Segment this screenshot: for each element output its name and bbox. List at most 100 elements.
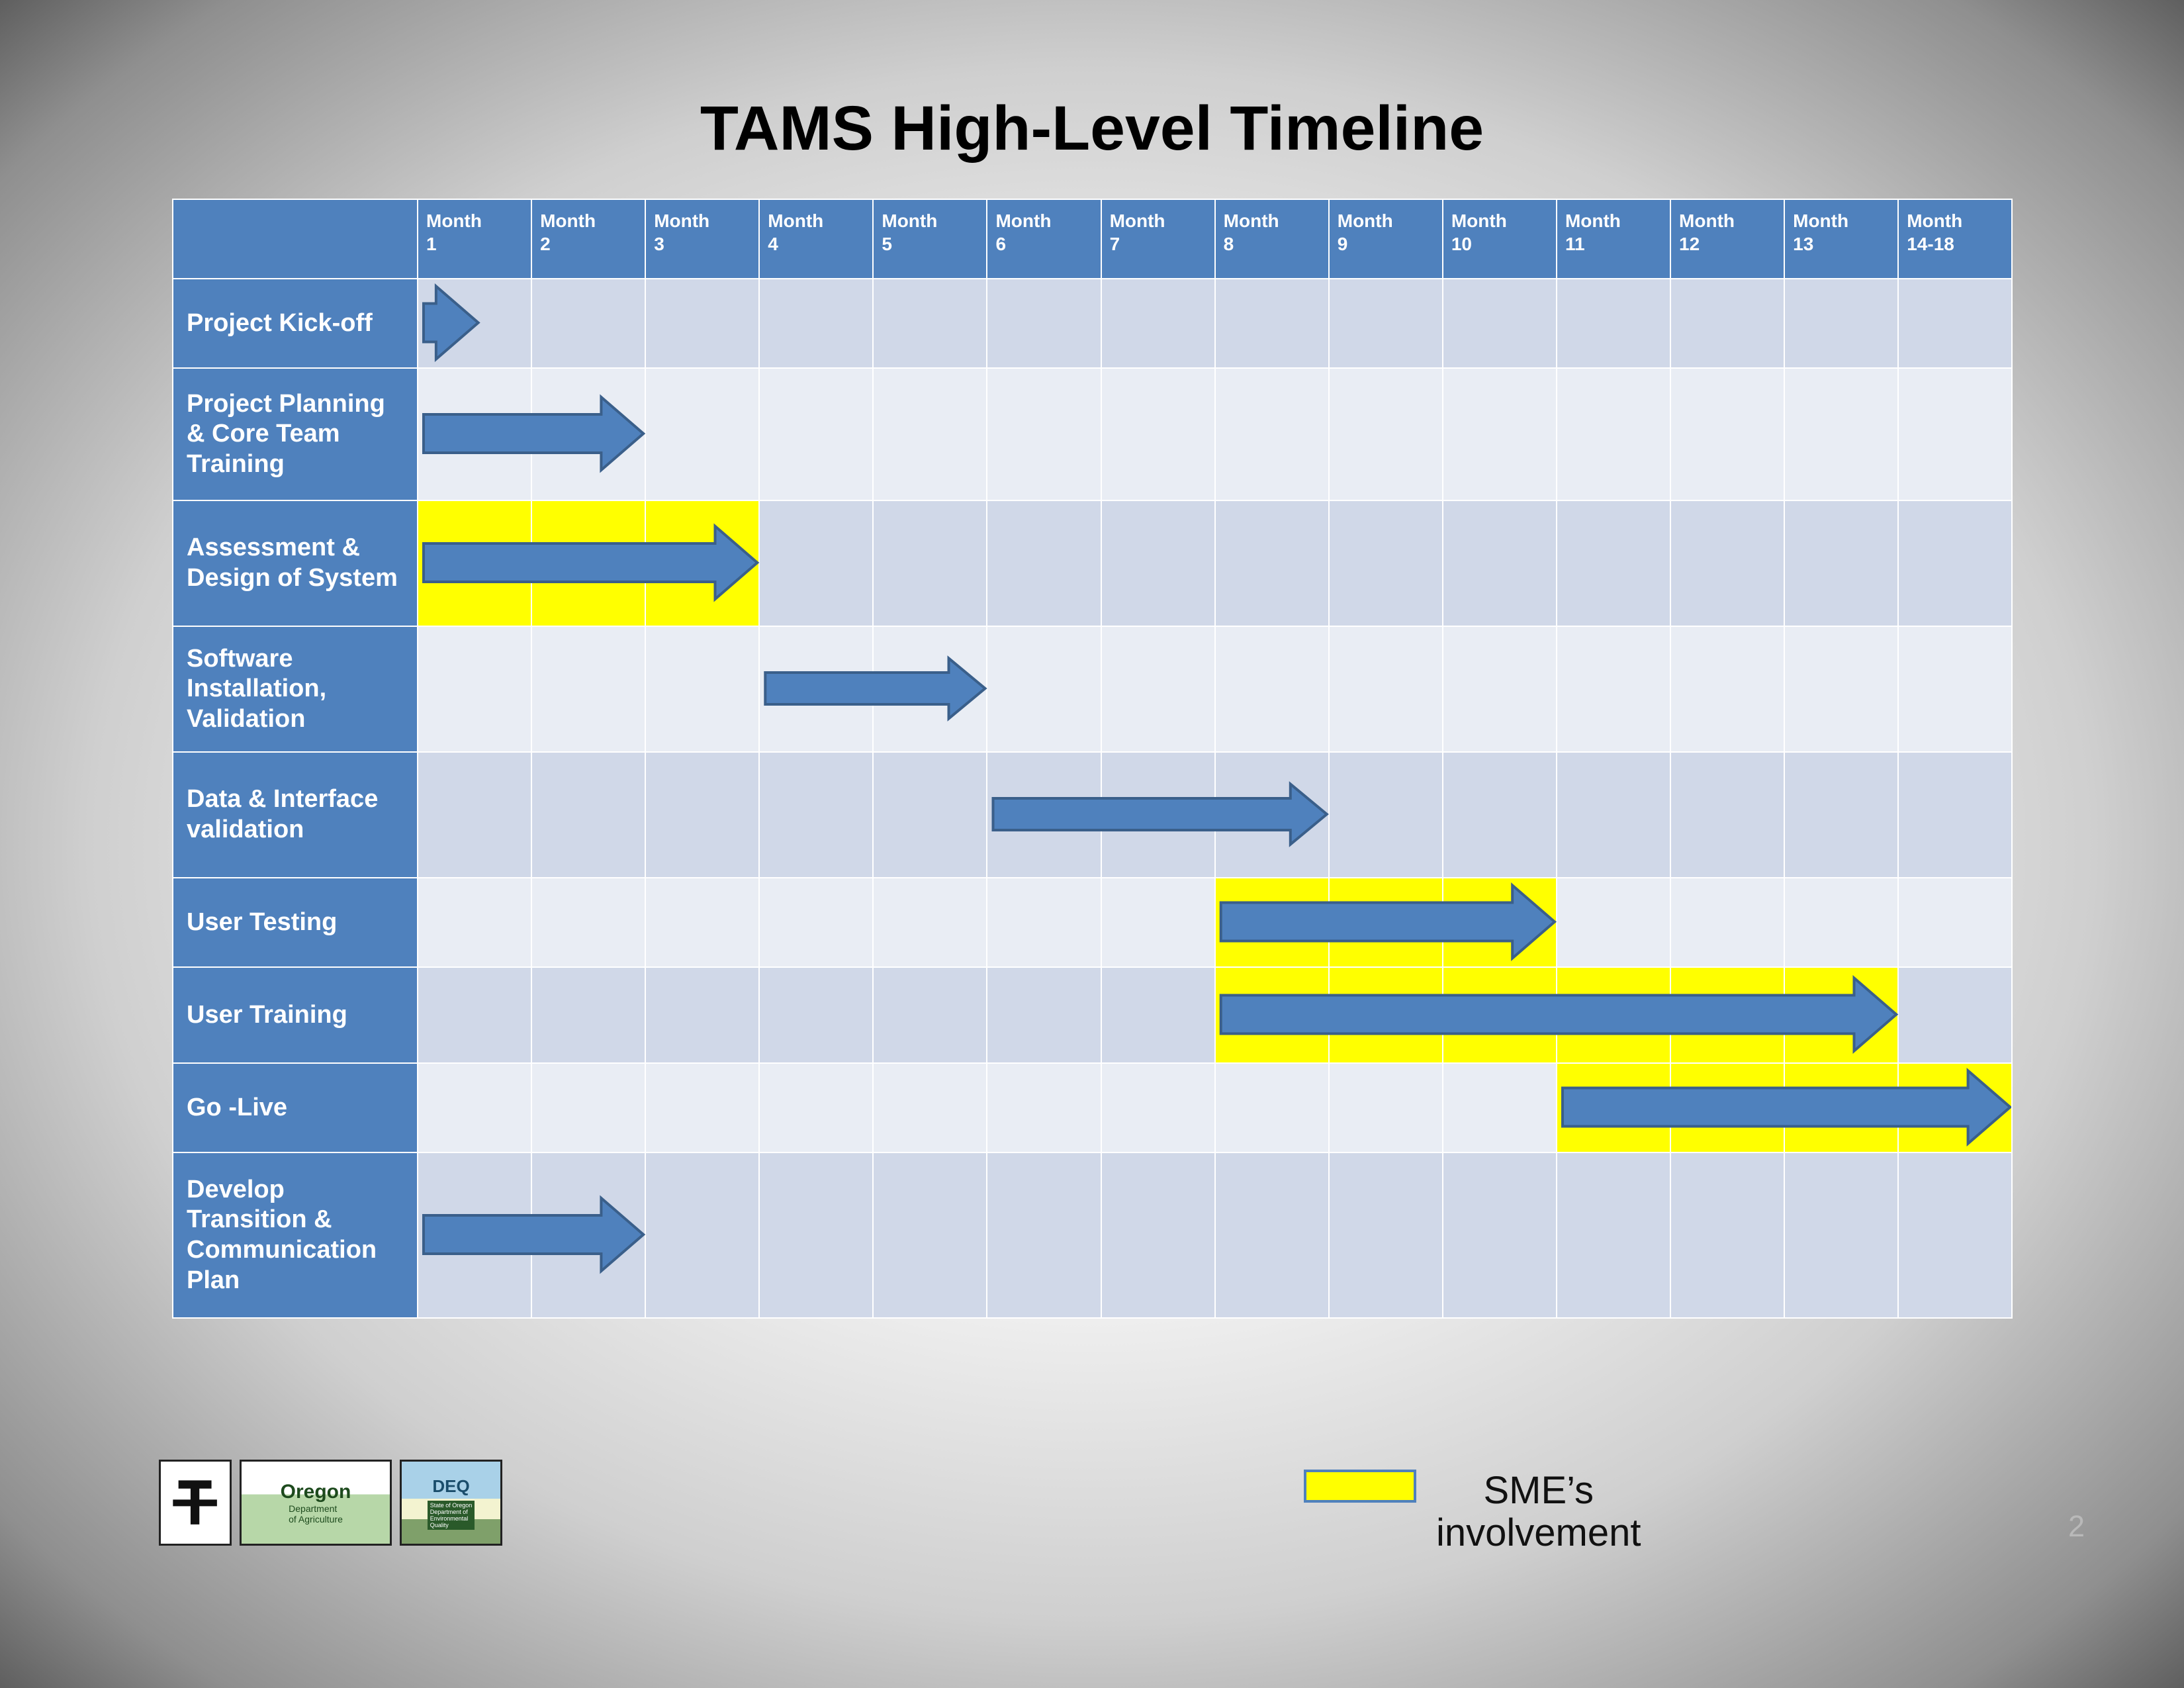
month-header-4: Month4	[759, 199, 873, 279]
cell	[1443, 626, 1557, 752]
cell	[1784, 368, 1898, 500]
cell	[873, 626, 987, 752]
cell	[1443, 1152, 1557, 1318]
cell	[873, 368, 987, 500]
logo-oda: Oregon Departmentof Agriculture	[240, 1460, 392, 1546]
page-number: 2	[2068, 1509, 2085, 1544]
cell	[531, 752, 645, 878]
cell	[1215, 967, 1329, 1063]
cell	[418, 878, 531, 967]
cell	[759, 279, 873, 368]
legend-swatch	[1304, 1470, 1416, 1503]
cell	[1443, 967, 1557, 1063]
cell	[645, 368, 759, 500]
cell	[873, 967, 987, 1063]
cell	[1784, 500, 1898, 626]
cell	[1215, 279, 1329, 368]
cell	[1898, 878, 2012, 967]
cell	[1898, 279, 2012, 368]
cell	[1443, 752, 1557, 878]
cell	[1101, 1152, 1215, 1318]
cell	[645, 1152, 759, 1318]
cell	[531, 967, 645, 1063]
cell	[759, 1152, 873, 1318]
cell	[1329, 368, 1443, 500]
cell	[1557, 626, 1670, 752]
cell	[1329, 967, 1443, 1063]
cell	[1898, 752, 2012, 878]
month-header-2: Month2	[531, 199, 645, 279]
cell	[873, 1063, 987, 1152]
cell	[418, 967, 531, 1063]
cell	[1670, 967, 1784, 1063]
cell	[1329, 1152, 1443, 1318]
cell	[1329, 878, 1443, 967]
cell	[645, 752, 759, 878]
cell	[987, 368, 1101, 500]
row-label: Data & Interface validation	[173, 752, 418, 878]
month-header-9: Month9	[1329, 199, 1443, 279]
month-header-7: Month7	[1101, 199, 1215, 279]
logo-row: Oregon Departmentof Agriculture DEQ Stat…	[159, 1460, 502, 1546]
cell	[987, 1063, 1101, 1152]
cell	[1670, 1152, 1784, 1318]
cell	[418, 368, 531, 500]
cell	[1215, 368, 1329, 500]
cell	[1784, 1152, 1898, 1318]
cell	[759, 368, 873, 500]
cell	[1557, 752, 1670, 878]
cell	[759, 1063, 873, 1152]
row-label: Develop Transition & Communication Plan	[173, 1152, 418, 1318]
slide: TAMS High-Level Timeline Month1Month2Mon…	[0, 0, 2184, 1688]
slide-title: TAMS High-Level Timeline	[0, 93, 2184, 165]
cell	[1784, 878, 1898, 967]
logo-deq: DEQ State of OregonDepartment ofEnvironm…	[400, 1460, 502, 1546]
cell	[1329, 500, 1443, 626]
month-header-8: Month8	[1215, 199, 1329, 279]
legend-text: SME’s involvement	[1436, 1470, 1641, 1554]
cell	[1670, 279, 1784, 368]
cell	[1898, 368, 2012, 500]
cell	[1215, 626, 1329, 752]
cell	[759, 878, 873, 967]
cell	[1215, 878, 1329, 967]
cell	[1329, 752, 1443, 878]
cell	[873, 279, 987, 368]
cell	[1784, 279, 1898, 368]
month-header-11: Month11	[1557, 199, 1670, 279]
month-header-3: Month3	[645, 199, 759, 279]
month-header-13: Month13	[1784, 199, 1898, 279]
cell	[1784, 1063, 1898, 1152]
cell	[1329, 279, 1443, 368]
cell	[645, 500, 759, 626]
row-label: Software Installation, Validation	[173, 626, 418, 752]
cell	[531, 368, 645, 500]
cell	[1784, 752, 1898, 878]
cell	[531, 626, 645, 752]
cell	[987, 967, 1101, 1063]
row-label: User Training	[173, 967, 418, 1063]
cell	[1557, 967, 1670, 1063]
cell	[418, 1063, 531, 1152]
cell	[873, 1152, 987, 1318]
cell	[645, 967, 759, 1063]
cell	[531, 500, 645, 626]
legend-line1: SME’s	[1483, 1469, 1594, 1512]
cell	[1557, 368, 1670, 500]
cell	[1443, 500, 1557, 626]
cell	[1101, 500, 1215, 626]
cell	[987, 626, 1101, 752]
cell	[987, 878, 1101, 967]
cell	[1101, 626, 1215, 752]
cell	[1215, 500, 1329, 626]
cell	[1557, 878, 1670, 967]
cell	[1670, 500, 1784, 626]
cell	[1101, 1063, 1215, 1152]
header-corner	[173, 199, 418, 279]
gantt-table: Month1Month2Month3Month4Month5Month6Mont…	[172, 199, 2013, 1319]
cell	[418, 279, 531, 368]
cell	[1215, 1152, 1329, 1318]
cell	[1215, 752, 1329, 878]
cell	[645, 626, 759, 752]
month-header-5: Month5	[873, 199, 987, 279]
